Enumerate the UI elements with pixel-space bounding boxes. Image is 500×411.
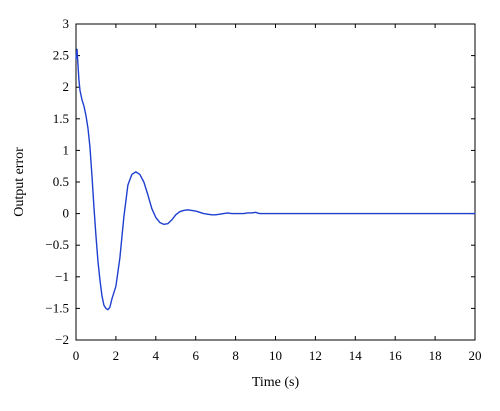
x-tick-label: 20 (469, 348, 482, 363)
x-tick-label: 12 (309, 348, 322, 363)
x-tick-label: 8 (232, 348, 239, 363)
y-tick-label: −0.5 (45, 237, 69, 252)
y-tick-label: 0 (63, 206, 70, 221)
series-layer (75, 48, 476, 311)
y-tick-label: −1.5 (45, 300, 69, 315)
plot-area-border (75, 23, 476, 341)
x-tick-label: 18 (429, 348, 442, 363)
x-axis-label: Time (s) (252, 375, 300, 390)
y-axis-label: Output error (12, 147, 27, 217)
y-tick-label: −1 (55, 269, 69, 284)
y-tick-label: 1 (63, 142, 70, 157)
x-tick-label: 0 (73, 348, 80, 363)
y-tick-label: 2.5 (53, 48, 69, 63)
x-tick-label: 4 (153, 348, 160, 363)
y-tick-label: 1.5 (53, 111, 69, 126)
x-tick-label: 16 (389, 348, 403, 363)
x-tick-label: 6 (192, 348, 199, 363)
x-axis-ticks: 0 2 4 6 8 10 12 14 16 18 20 (73, 24, 482, 363)
x-tick-label: 2 (113, 348, 120, 363)
output-error-line (75, 48, 476, 311)
x-tick-label: 14 (349, 348, 363, 363)
y-axis-ticks: −2 −1.5 −1 −0.5 0 0.5 1 1.5 2 2.5 3 (45, 16, 475, 347)
x-tick-label: 10 (269, 348, 282, 363)
y-tick-label: 3 (63, 16, 70, 31)
y-tick-label: 0.5 (53, 174, 69, 189)
y-tick-label: −2 (55, 332, 69, 347)
y-tick-label: 2 (63, 79, 70, 94)
